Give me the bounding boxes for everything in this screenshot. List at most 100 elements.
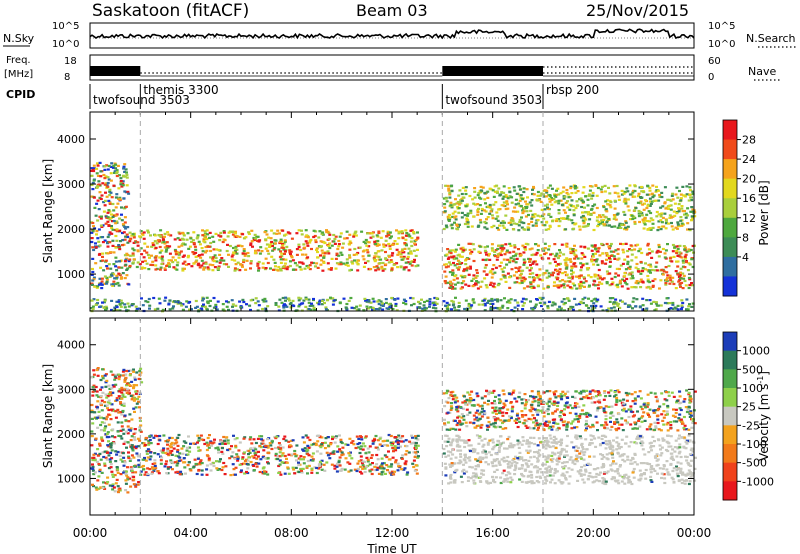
scatter-cell	[231, 463, 235, 466]
scatter-cell	[660, 268, 664, 271]
scatter-cell	[162, 434, 166, 437]
freq-label-line2: [MHz]	[4, 69, 33, 80]
scatter-cell	[520, 276, 524, 279]
scatter-cell	[128, 374, 132, 377]
scatter-cell	[106, 431, 110, 434]
scatter-cell	[215, 308, 219, 311]
scatter-cell	[444, 304, 447, 307]
scatter-cell	[143, 473, 147, 476]
scatter-cell	[547, 272, 551, 275]
scatter-cell	[131, 449, 135, 452]
scatter-cell	[195, 305, 199, 308]
scatter-cell	[613, 199, 617, 202]
scatter-cell	[141, 304, 145, 307]
scatter-cell	[352, 443, 356, 446]
scatter-cell	[463, 248, 467, 251]
scatter-cell	[137, 395, 141, 398]
scatter-cell	[104, 215, 108, 218]
scatter-cell	[403, 462, 407, 465]
scatter-cell	[323, 441, 327, 444]
scatter-cell	[457, 305, 461, 308]
scatter-cell	[119, 277, 123, 280]
scatter-cell	[450, 206, 454, 209]
scatter-cell	[479, 185, 483, 188]
scatter-cell	[331, 435, 334, 438]
scatter-cell	[125, 268, 129, 271]
scatter-cell	[512, 457, 516, 461]
scatter-cell	[280, 252, 284, 255]
scatter-cell	[376, 242, 380, 245]
scatter-cell	[490, 247, 494, 250]
scatter-cell	[125, 252, 129, 255]
scatter-cell	[272, 258, 276, 261]
scatter-cell	[100, 194, 104, 197]
scatter-cell	[164, 250, 168, 253]
scatter-cell	[99, 395, 103, 398]
scatter-cell	[165, 264, 169, 267]
scatter-cell	[428, 305, 431, 308]
scatter-cell	[152, 469, 156, 472]
sky-right-tick-top: 10^5	[708, 21, 735, 32]
scatter-cell	[200, 253, 204, 256]
scatter-cell	[618, 279, 622, 282]
scatter-cell	[387, 470, 391, 473]
scatter-cell	[127, 283, 131, 286]
scatter-cell	[560, 243, 564, 246]
scatter-cell	[491, 307, 495, 310]
scatter-cell	[348, 256, 352, 259]
scatter-cell	[655, 269, 659, 272]
scatter-cell	[691, 208, 695, 211]
scatter-cell	[404, 300, 408, 303]
scatter-cell	[320, 303, 324, 306]
scatter-cell	[486, 190, 490, 193]
scatter-cell	[212, 296, 216, 300]
scatter-cell	[216, 468, 220, 471]
scatter-cell	[380, 444, 384, 447]
scatter-cell	[616, 192, 620, 195]
scatter-cell	[364, 238, 368, 242]
scatter-cell	[562, 298, 566, 301]
scatter-cell	[532, 279, 536, 282]
scatter-cell	[520, 216, 523, 219]
scatter-cell	[512, 250, 516, 253]
scatter-cell	[649, 228, 653, 231]
scatter-cell	[361, 255, 365, 258]
scatter-cell	[126, 190, 130, 193]
scatter-cell	[169, 466, 172, 469]
scatter-cell	[623, 190, 627, 193]
scatter-cell	[398, 465, 402, 468]
scatter-cell	[404, 266, 408, 269]
scatter-cell	[655, 185, 658, 188]
scatter-cell	[508, 261, 512, 264]
scatter-cell	[610, 225, 614, 228]
scatter-cell	[544, 251, 548, 255]
scatter-cell	[410, 244, 414, 248]
scatter-cell	[468, 194, 472, 198]
scatter-cell	[505, 201, 509, 204]
scatter-cell	[243, 254, 247, 257]
scatter-cell	[266, 473, 270, 476]
scatter-cell	[657, 245, 661, 249]
scatter-cell	[626, 255, 630, 258]
scatter-cell	[633, 195, 637, 198]
scatter-cell	[245, 259, 249, 262]
scatter-cell	[180, 244, 184, 247]
scatter-cell	[454, 469, 458, 472]
scatter-cell	[686, 228, 689, 231]
scatter-cell	[536, 284, 540, 287]
scatter-cell	[473, 187, 477, 190]
scatter-cell	[550, 197, 554, 200]
scatter-cell	[645, 206, 649, 210]
scatter-cell	[106, 235, 110, 239]
scatter-cell	[492, 203, 496, 206]
scatter-cell	[547, 212, 551, 216]
scatter-cell	[413, 258, 416, 261]
scatter-cell	[302, 299, 306, 302]
scatter-cell	[655, 215, 659, 218]
scatter-cell	[109, 370, 113, 373]
scatter-cell	[667, 222, 671, 225]
scatter-cell	[510, 217, 514, 220]
scatter-cell	[649, 479, 653, 482]
scatter-cell	[248, 438, 252, 441]
scatter-cell	[263, 470, 266, 473]
